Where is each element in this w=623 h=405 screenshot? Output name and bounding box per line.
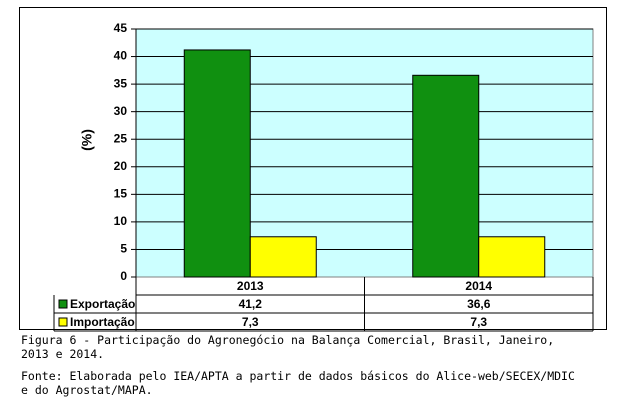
- y-axis-label: (%): [79, 129, 95, 151]
- y-tick-label: 5: [120, 242, 127, 256]
- figure-caption-line-2: 2013 e 2014.: [21, 347, 105, 361]
- legend-swatch-Exportação: [58, 299, 68, 309]
- figure-caption-line-1: Figura 6 - Participação do Agronegócio n…: [21, 333, 555, 347]
- data-table: 2013 2014 Exportação 41,2 36,6 Importação 7,3 7…: [53, 277, 594, 332]
- x-tick-label: 2013: [237, 279, 264, 293]
- bar-chart: 0 5 10 15 20 25 30 35 40 45 (%) 2013 2014 Exportaçã…: [53, 21, 594, 332]
- y-tick-label: 25: [114, 131, 128, 145]
- y-tick-label: 10: [114, 214, 128, 228]
- source-caption-line-2: e do Agrostat/MAPA.: [21, 383, 153, 397]
- legend-entry: Exportação: [70, 297, 135, 311]
- y-tick-label: 35: [114, 76, 128, 90]
- source-caption-line-1: Fonte: Elaborada pelo IEA/APTA a partir …: [21, 369, 575, 383]
- legend-swatch-Importação: [58, 317, 68, 327]
- y-tick-label: 15: [114, 187, 128, 201]
- y-tick-label: 20: [114, 159, 128, 173]
- y-axis-ticks: 0 5 10 15 20 25 30 35 40 45: [114, 21, 136, 283]
- y-tick-label: 30: [114, 104, 128, 118]
- bars: [183, 49, 546, 278]
- bar-Exportação-2014: [412, 74, 480, 278]
- x-tick-label: 2014: [465, 279, 492, 293]
- data-label: 7,3: [470, 315, 487, 329]
- y-tick-label: 40: [114, 49, 128, 63]
- bar-Exportação-2013: [183, 49, 251, 278]
- figure-caption: Figura 6 - Participação do Agronegócio n…: [21, 333, 611, 361]
- data-label: 41,2: [239, 297, 263, 311]
- y-tick-label: 45: [114, 21, 128, 35]
- data-label: 36,6: [467, 297, 491, 311]
- source-caption: Fonte: Elaborada pelo IEA/APTA a partir …: [21, 369, 611, 397]
- y-tick-label: 0: [120, 269, 127, 283]
- bar-Importação-2013: [249, 236, 317, 278]
- bar-Importação-2014: [478, 236, 546, 278]
- data-label: 7,3: [242, 315, 259, 329]
- legend-entry: Importação: [70, 315, 135, 329]
